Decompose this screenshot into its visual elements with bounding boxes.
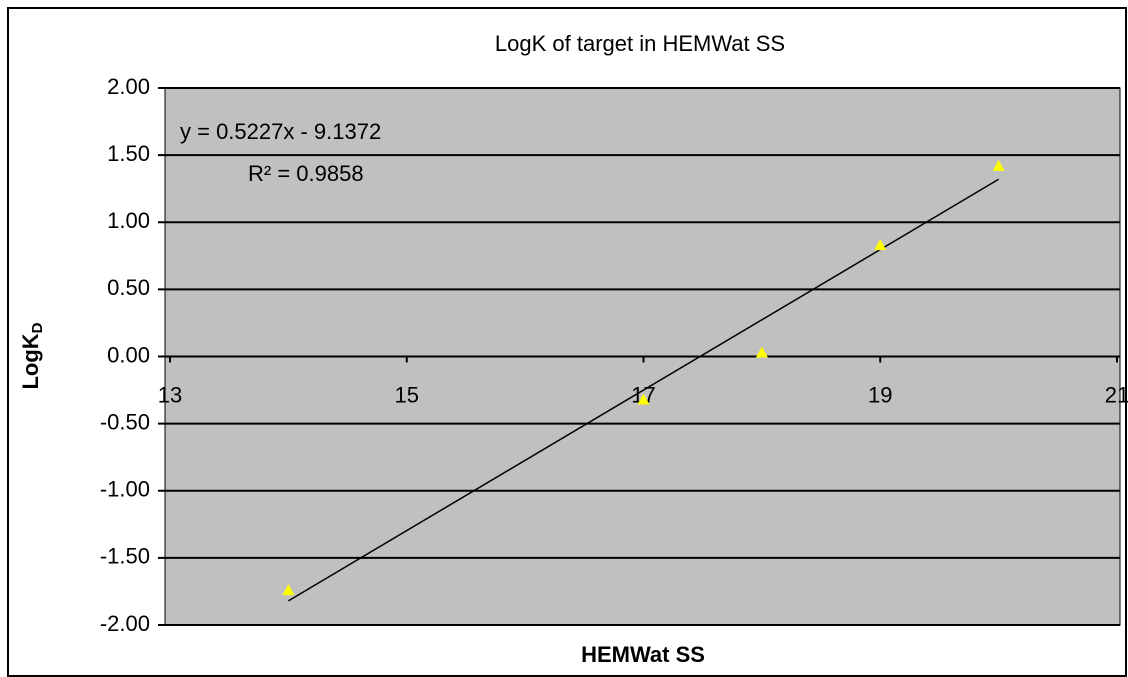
chart-title: LogK of target in HEMWat SS — [495, 31, 785, 56]
x-axis-label: HEMWat SS — [581, 642, 705, 667]
y-tick-label: -1.00 — [100, 477, 150, 502]
y-tick-label: -2.00 — [100, 611, 150, 636]
data-point — [282, 584, 295, 596]
trendline-equation: y = 0.5227x - 9.1372 — [180, 119, 381, 144]
y-tick-label: 2.00 — [107, 74, 150, 99]
x-tick-label: 15 — [395, 382, 419, 407]
data-point — [992, 159, 1005, 171]
y-tick-label: 0.00 — [107, 342, 150, 367]
y-tick-label: 1.00 — [107, 208, 150, 233]
y-axis-label: LogKD — [18, 322, 46, 389]
x-tick-label: 21 — [1105, 382, 1128, 407]
data-point — [874, 239, 887, 251]
data-point — [755, 346, 768, 358]
data-point — [637, 393, 650, 405]
y-axis-label-sub: D — [29, 322, 46, 333]
y-tick-label: 1.50 — [107, 141, 150, 166]
x-tick-label: 19 — [868, 382, 892, 407]
r-squared: R² = 0.9858 — [248, 161, 364, 186]
y-tick-label: 0.50 — [107, 275, 150, 300]
y-tick-label: -1.50 — [100, 544, 150, 569]
y-axis-label-main: LogK — [18, 333, 43, 389]
y-tick-label: -0.50 — [100, 409, 150, 434]
x-tick-label: 13 — [158, 382, 182, 407]
plot-area: -2.00 -1.50 -1.00 -0.50 0.00 0.50 1.00 1.50 2.00… — [100, 74, 1128, 636]
